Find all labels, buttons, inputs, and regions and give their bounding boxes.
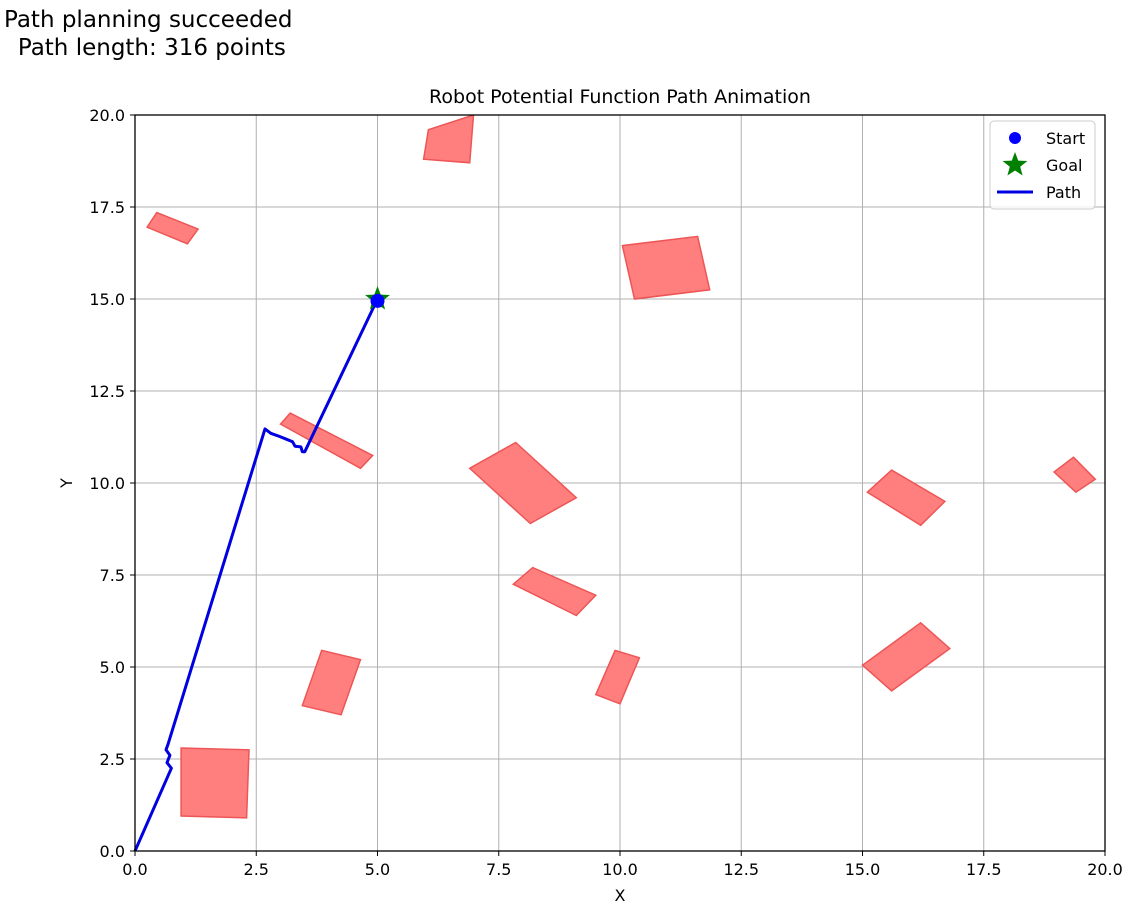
x-tick-label: 12.5	[723, 860, 759, 879]
start-marker	[370, 293, 385, 308]
x-tick-label: 15.0	[845, 860, 881, 879]
obstacle	[301, 649, 362, 716]
path-layer	[133, 286, 390, 852]
y-tick-label: 2.5	[100, 750, 125, 769]
obstacles	[145, 115, 1097, 819]
obstacle	[180, 747, 250, 819]
x-tick-label: 17.5	[966, 860, 1002, 879]
axis-ticks: 0.0 2.5 5.0 7.5 10.0 12.5 15.0 17.5 20.0 0.0 2.5 5.…	[89, 106, 1122, 879]
legend-marker-start	[1009, 132, 1021, 144]
status-line-1: Path planning succeeded	[4, 7, 293, 33]
x-tick-label: 5.0	[365, 860, 390, 879]
legend-label: Start	[1046, 129, 1085, 148]
obstacle	[594, 649, 641, 705]
obstacle	[861, 621, 951, 692]
y-tick-label: 12.5	[89, 382, 125, 401]
obstacle	[145, 211, 200, 245]
y-tick-label: 20.0	[89, 106, 125, 125]
legend-marker-goal	[1002, 152, 1028, 176]
y-tick-label: 10.0	[89, 474, 125, 493]
obstacle	[1052, 456, 1097, 494]
x-tick-label: 10.0	[602, 860, 638, 879]
x-tick-label: 20.0	[1087, 860, 1123, 879]
obstacle	[468, 441, 578, 525]
chart-title: Robot Potential Function Path Animation	[429, 86, 811, 108]
obstacle	[621, 235, 711, 300]
y-tick-label: 7.5	[100, 566, 125, 585]
legend: Start Goal Path	[989, 120, 1096, 210]
grid	[134, 114, 1106, 852]
y-tick-label: 5.0	[100, 658, 125, 677]
y-tick-label: 15.0	[89, 290, 125, 309]
path-line	[133, 298, 379, 852]
obstacle	[866, 469, 947, 527]
y-tick-label: 17.5	[89, 198, 125, 217]
legend-label: Goal	[1046, 156, 1082, 175]
status-line-2: Path length: 316 points	[10, 35, 286, 61]
y-axis-label: Y	[57, 478, 76, 489]
x-axis-label: X	[615, 886, 626, 905]
obstacle	[279, 412, 374, 470]
legend-label: Path	[1046, 183, 1081, 202]
obstacle	[422, 115, 475, 164]
status-text: Path planning succeeded Path length: 316…	[4, 6, 292, 62]
x-tick-label: 7.5	[486, 860, 511, 879]
x-tick-label: 2.5	[244, 860, 269, 879]
obstacle	[511, 566, 598, 617]
y-tick-label: 0.0	[100, 842, 125, 861]
x-tick-label: 0.0	[122, 860, 147, 879]
